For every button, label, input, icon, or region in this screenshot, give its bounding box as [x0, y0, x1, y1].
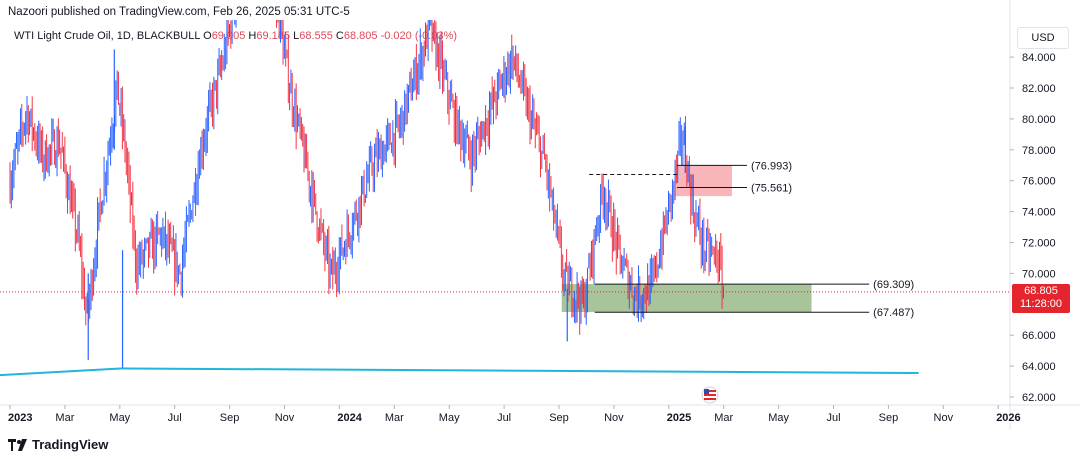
drawing-layer: (76.993) (75.561) (69.309) (67.487) — [0, 160, 1010, 377]
last-price-value: 68.805 — [1024, 285, 1058, 297]
brand-name: TradingView — [32, 437, 109, 452]
low-value: 68.555 — [299, 30, 333, 42]
axes: 84.000 82.000 80.000 78.000 76.000 74.000 72.0… — [0, 0, 1080, 430]
bar-countdown: 11:28:00 — [1019, 298, 1062, 310]
time-tick-label: 2024 — [337, 412, 362, 424]
price-tick-label: 70.000 — [1022, 268, 1056, 280]
brand-logo[interactable]: TradingView — [8, 437, 108, 452]
flag-stripe — [704, 394, 716, 396]
last-price-tag: 68.805 11:28:00 — [1012, 284, 1070, 313]
close-label: C — [335, 30, 344, 42]
symbol-legend: WTI Light Crude Oil, 1D, BLACKBULL O69.0… — [14, 30, 457, 42]
time-tick-label: Mar — [714, 412, 733, 424]
change-value: -0.020 (-0.03%) — [380, 30, 458, 42]
symbol-name[interactable]: WTI Light Crude Oil, 1D, BLACKBULL — [14, 30, 201, 42]
tradingview-logo-icon — [8, 438, 27, 451]
time-tick-label: May — [768, 412, 789, 424]
time-tick-label: Nov — [275, 412, 295, 424]
price-tick-label: 66.000 — [1022, 330, 1056, 342]
time-tick-label: Sep — [879, 412, 899, 424]
currency-button[interactable]: USD — [1017, 27, 1069, 49]
level-label: (69.309) — [873, 279, 914, 291]
price-tick-label: 74.000 — [1022, 207, 1056, 219]
flag-stripe — [704, 390, 716, 392]
price-tick-label: 64.000 — [1022, 361, 1056, 373]
time-tick-label: May — [109, 412, 130, 424]
price-tick-label: 84.000 — [1022, 52, 1056, 64]
price-tick-label: 78.000 — [1022, 145, 1056, 157]
flag-stripe — [704, 398, 716, 400]
time-tick-label: Jul — [497, 412, 511, 424]
price-tick-label: 72.000 — [1022, 238, 1056, 250]
candles — [9, 20, 724, 368]
level-label: (67.487) — [873, 307, 914, 319]
demand-zone — [561, 284, 812, 313]
price-tick-label: 82.000 — [1022, 83, 1056, 95]
publisher-info: Nazoori published on TradingView.com, Fe… — [8, 6, 350, 18]
supply-zone — [675, 165, 732, 197]
price-tick-label: 76.000 — [1022, 176, 1056, 188]
time-tick-label: Nov — [604, 412, 624, 424]
open-label: O — [203, 30, 212, 42]
time-tick-label: 2026 — [996, 412, 1020, 424]
flag-canton — [704, 389, 709, 394]
time-tick-label: Jul — [826, 412, 840, 424]
time-tick-label: Nov — [934, 412, 954, 424]
time-tick-label: Mar — [385, 412, 404, 424]
event-flag[interactable] — [701, 386, 719, 404]
low-label: L — [293, 30, 300, 42]
time-tick-label: May — [439, 412, 460, 424]
high-label: H — [248, 30, 257, 42]
time-tick-label: Jul — [168, 412, 182, 424]
price-tick-label: 80.000 — [1022, 114, 1056, 126]
price-tick-label: 62.000 — [1022, 392, 1056, 404]
time-tick-label: Mar — [55, 412, 74, 424]
close-value: 68.805 — [343, 30, 378, 42]
time-tick-label: 2025 — [667, 412, 691, 424]
time-tick-label: Sep — [549, 412, 569, 424]
level-label: (75.561) — [751, 182, 792, 194]
time-tick-label: 2023 — [8, 412, 32, 424]
trendline — [0, 367, 919, 377]
level-label: (76.993) — [751, 160, 792, 172]
time-tick-label: Sep — [220, 412, 240, 424]
